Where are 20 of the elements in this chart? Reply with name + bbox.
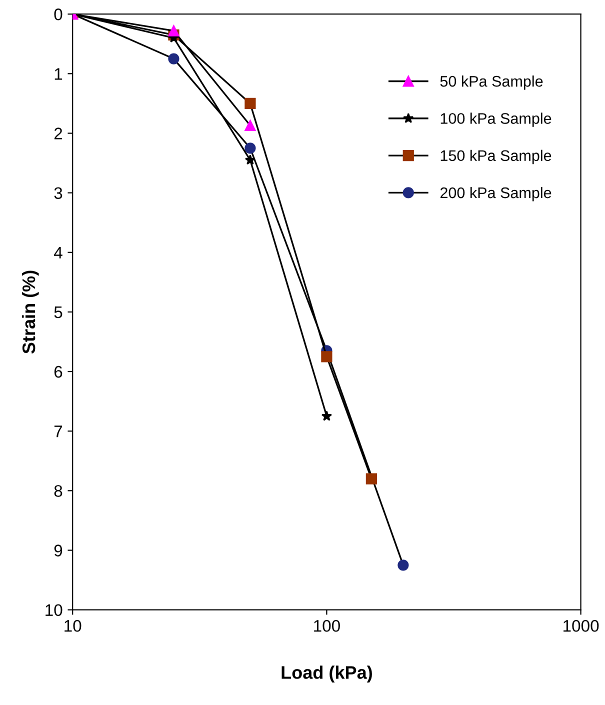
x-tick-label: 1000 [564, 620, 599, 632]
legend-label: 200 kPa Sample [440, 186, 552, 202]
y-tick-label: 4 [54, 246, 62, 258]
x-axis-title: Load (kPa) [282, 666, 372, 682]
y-tick-label: 7 [54, 426, 62, 438]
y-tick-label: 9 [54, 544, 62, 556]
x-tick-label: 10 [64, 620, 82, 632]
y-tick-label: 5 [54, 306, 62, 318]
y-tick-label: 8 [54, 485, 62, 497]
legend-label: 100 kPa Sample [440, 112, 552, 127]
y-axis-title: Strain (%) [22, 270, 39, 354]
y-tick-label: 6 [54, 366, 62, 378]
y-tick-label: 1 [54, 68, 62, 80]
legend-label: 150 kPa Sample [440, 150, 552, 164]
y-tick-label: 2 [54, 128, 62, 140]
y-tick-label: 0 [54, 8, 62, 20]
y-tick-label: 10 [46, 604, 62, 616]
y-tick-label: 3 [54, 187, 62, 200]
legend-label: 50 kPa Sample [440, 76, 543, 90]
x-tick-label: 100 [314, 620, 340, 632]
